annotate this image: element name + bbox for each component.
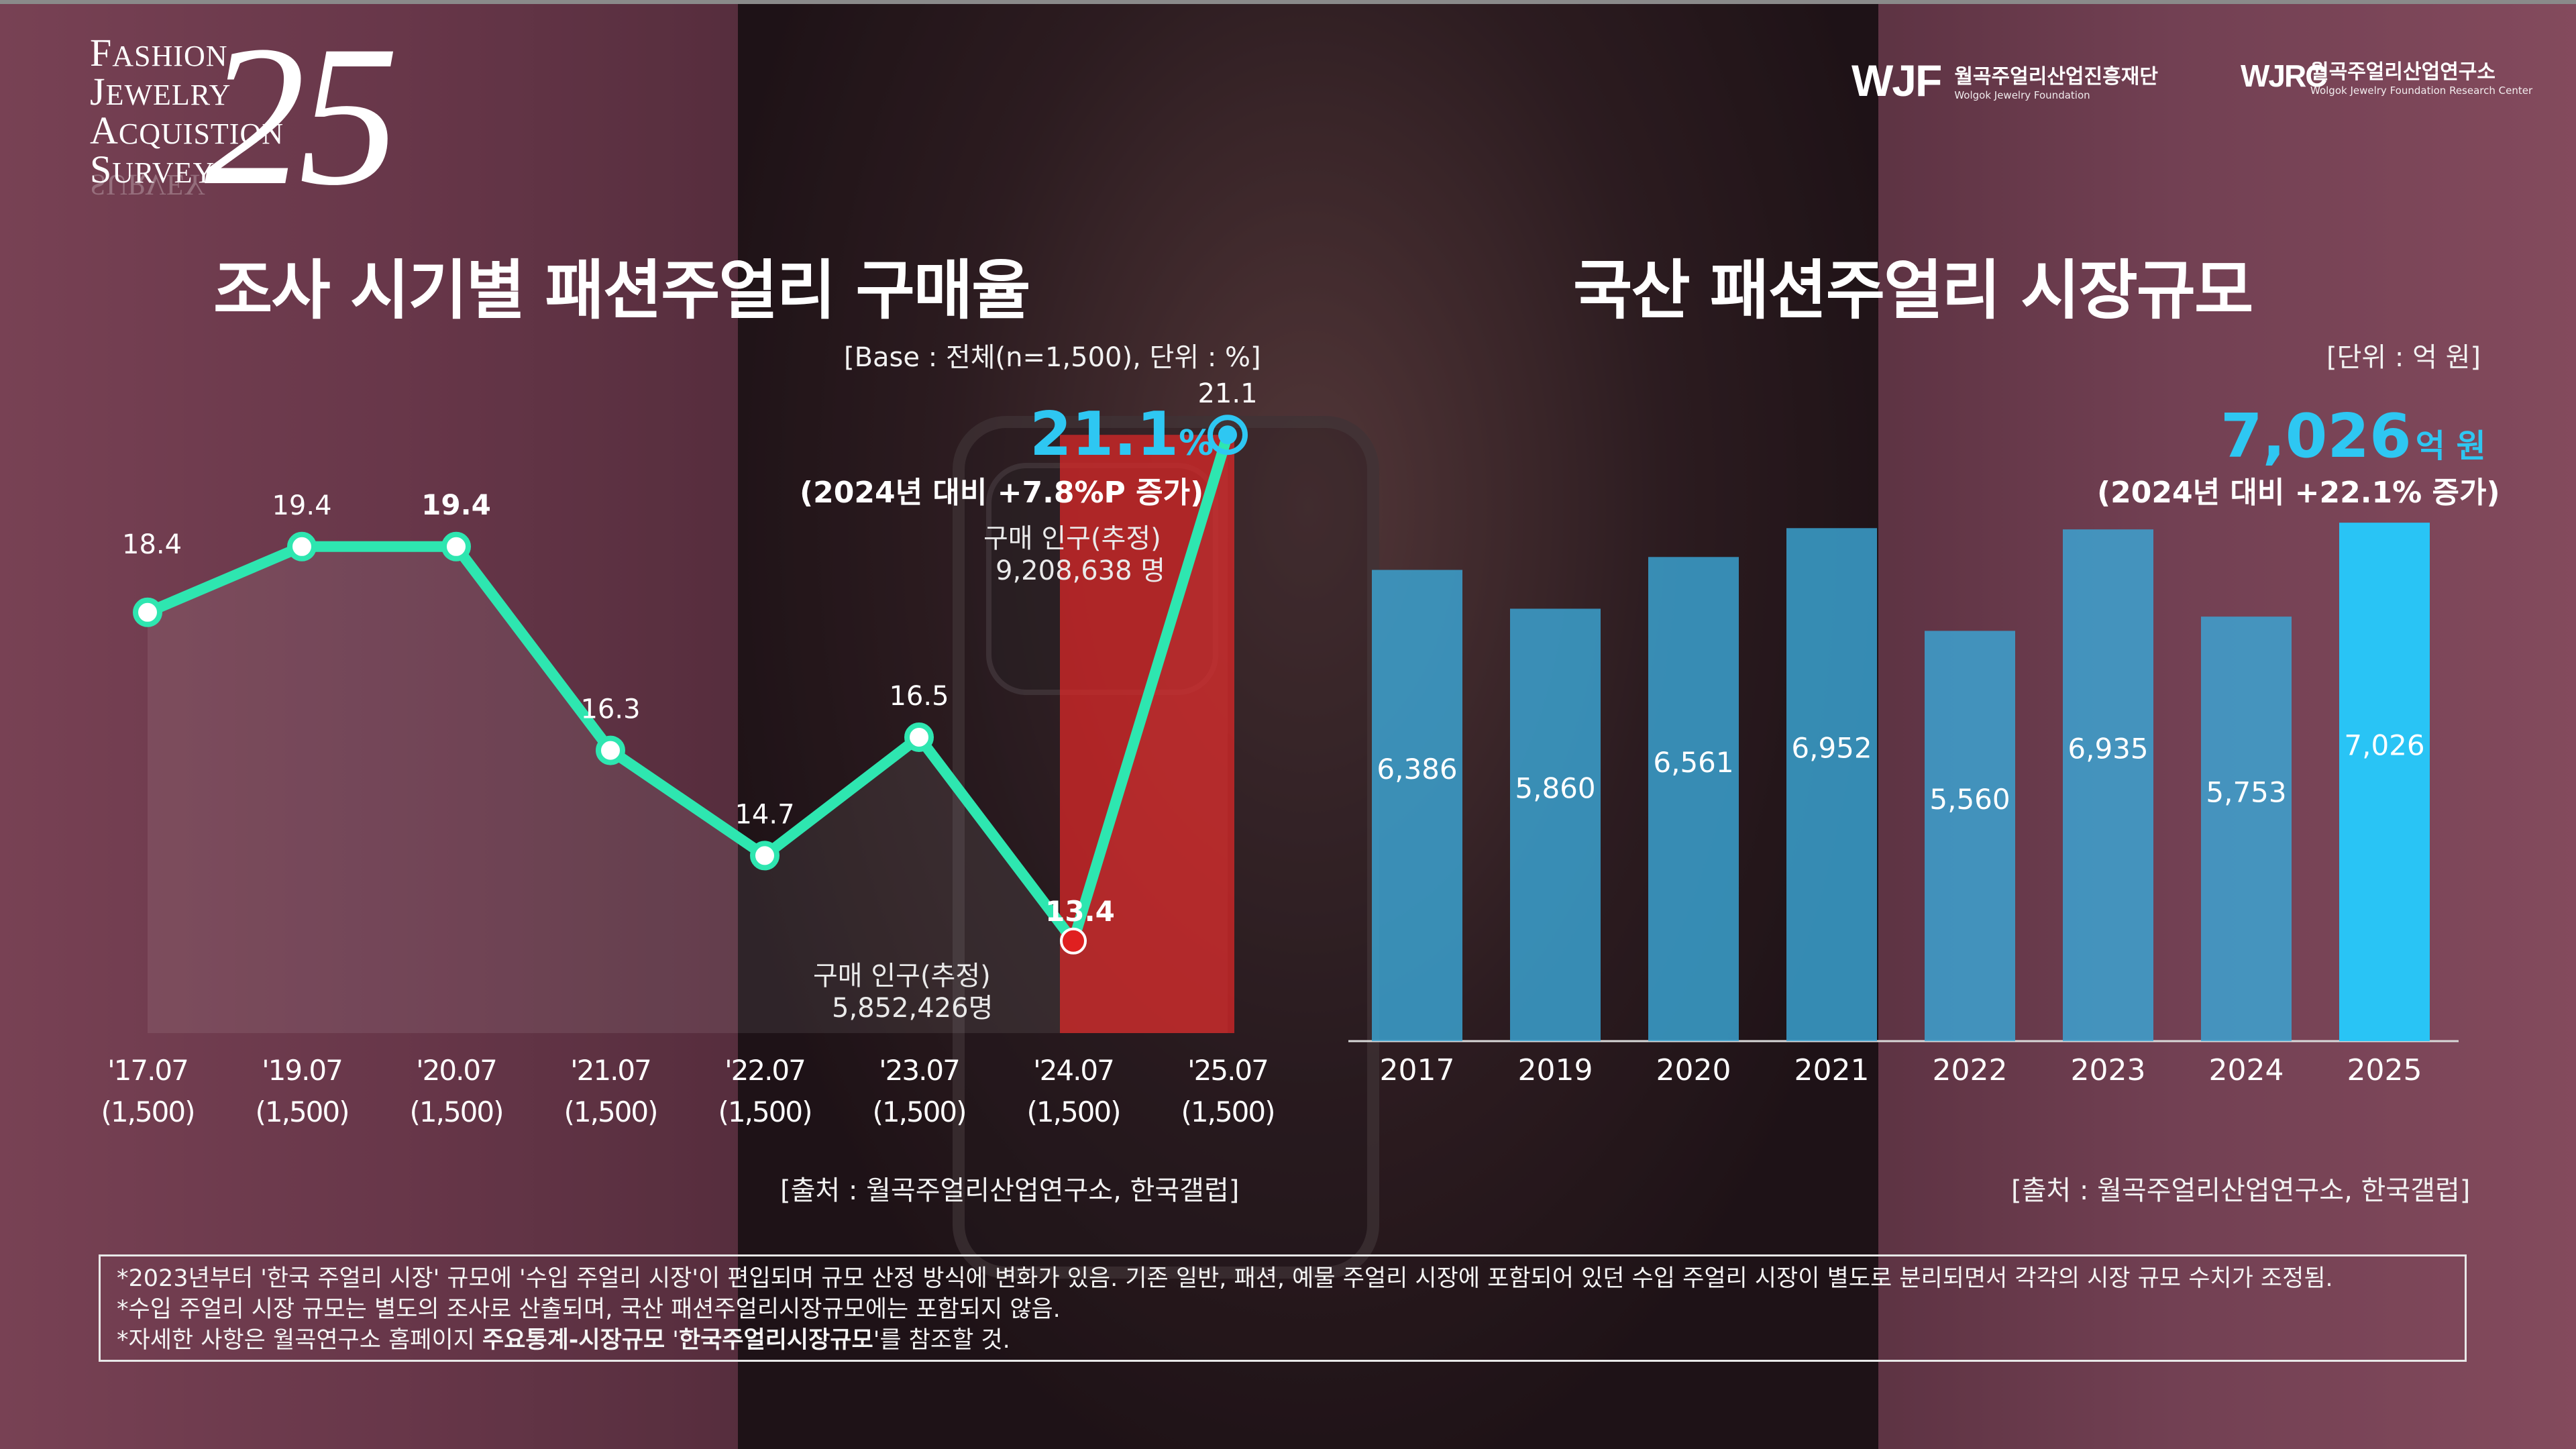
right-source: [출처 : 월곡주얼리산업연구소, 한국갤럽]: [2011, 1175, 2471, 1206]
org-wjrc-name-en: Wolgok Jewelry Foundation Research Cente…: [2310, 85, 2533, 97]
wjf-logo-icon: WJF: [1851, 56, 1942, 105]
x-sublabel-4: (1,500): [718, 1095, 811, 1128]
pop-2024-value: 5,852,426명: [832, 993, 994, 1024]
purchase-rate-line: [142, 429, 1233, 947]
right-highlight: 7,026 억 원: [2220, 401, 2486, 472]
point-3: [596, 735, 625, 765]
bar-value-2021: 6,952: [1791, 732, 1872, 765]
bar-value-2017: 6,386: [1377, 753, 1457, 786]
point-4: [750, 841, 780, 871]
bar-value-2023: 6,935: [2068, 733, 2148, 765]
bar-category-2021: 2021: [1794, 1053, 1870, 1087]
bar-2023: [2063, 529, 2153, 1041]
bar-value-2025: 7,026: [2344, 729, 2424, 762]
point-7: [1218, 425, 1237, 445]
right-highlight-sub: (2024년 대비 +22.1% 증가): [2097, 476, 2500, 510]
org-wjf-name: 월곡주얼리산업진흥재단: [1954, 65, 2158, 89]
bar-category-2023: 2023: [2071, 1053, 2146, 1087]
x-sublabel-3: (1,500): [564, 1095, 657, 1128]
point-0: [133, 597, 162, 627]
x-sublabel-2: (1,500): [409, 1095, 502, 1128]
left-highlight: 21.1%: [1030, 399, 1214, 470]
left-highlight-sub: (2024년 대비 +7.8%P 증가): [800, 476, 1204, 510]
point-5: [904, 722, 934, 752]
point-2: [441, 531, 471, 561]
pop-2025-label: 구매 인구(추정): [983, 523, 1161, 554]
bar-2021: [1786, 528, 1877, 1041]
x-label-3: '21.07: [570, 1054, 651, 1087]
x-label-0: '17.07: [107, 1054, 188, 1087]
data-label-0: 18.4: [122, 529, 182, 560]
footnote-box: *2023년부터 '한국 주얼리 시장' 규모에 '수입 주얼리 시장'이 편입…: [99, 1254, 2467, 1362]
bar-category-2020: 2020: [1656, 1053, 1731, 1087]
right-chart-title: 국산 패션주얼리 시장규모: [1573, 253, 2253, 328]
data-label-4: 14.7: [735, 799, 794, 830]
data-label-1: 19.4: [272, 490, 331, 521]
bar-category-2025: 2025: [2347, 1053, 2422, 1087]
left-source: [출처 : 월곡주얼리산업연구소, 한국갤럽]: [780, 1175, 1240, 1206]
bar-2020: [1648, 557, 1739, 1041]
x-label-2: '20.07: [416, 1054, 496, 1087]
left-chart-title: 조사 시기별 패션주얼리 구매율: [213, 253, 1030, 328]
bar-value-2022: 5,560: [1929, 783, 2010, 816]
bar-2024: [2201, 616, 2292, 1041]
bar-value-2020: 6,561: [1653, 746, 1733, 779]
data-label-6: 13.4: [1045, 895, 1115, 928]
footnote-line-2: *수입 주얼리 시장 규모는 별도의 조사로 산출되며, 국산 패션주얼리시장규…: [117, 1296, 1061, 1323]
bar-category-2019: 2019: [1518, 1053, 1593, 1087]
data-label-7: 21.1: [1197, 378, 1257, 409]
bar-category-2022: 2022: [1933, 1053, 2008, 1087]
data-label-2: 19.4: [421, 488, 491, 521]
left-base-note: [Base : 전체(n=1,500), 단위 : %]: [844, 342, 1261, 373]
org-wjf-name-en: Wolgok Jewelry Foundation: [1954, 89, 2090, 101]
data-label-3: 16.3: [580, 694, 640, 725]
org-wjrc-name: 월곡주얼리산업연구소: [2310, 60, 2496, 84]
org-wjf: WJF 월곡주얼리산업진흥재단 Wolgok Jewelry Foundatio…: [1851, 55, 2158, 106]
point-6: [1060, 927, 1087, 955]
footnote-line-1: *2023년부터 '한국 주얼리 시장' 규모에 '수입 주얼리 시장'이 편입…: [117, 1265, 2333, 1292]
bar-2019: [1510, 608, 1601, 1041]
x-label-6: '24.07: [1033, 1054, 1114, 1087]
right-unit-note: [단위 : 억 원]: [2326, 342, 2481, 373]
bar-category-2024: 2024: [2209, 1053, 2284, 1087]
pop-2024-label: 구매 인구(추정): [813, 961, 991, 991]
bar-2022: [1925, 631, 2015, 1041]
x-label-4: '22.07: [724, 1054, 805, 1087]
survey-logo-number: 25: [205, 4, 399, 227]
point-1: [287, 531, 317, 561]
x-sublabel-1: (1,500): [255, 1095, 348, 1128]
point-ring-7: [1208, 415, 1248, 455]
footnote-line-3: *자세한 사항은 월곡연구소 홈페이지 주요통계-시장규모 '한국주얼리시장규모…: [117, 1327, 1010, 1354]
x-sublabel-5: (1,500): [872, 1095, 965, 1128]
x-label-5: '23.07: [879, 1054, 959, 1087]
survey-logo-words: FASHION JEWELRY ACQUISTION SURVEY: [90, 31, 284, 191]
x-sublabel-0: (1,500): [101, 1095, 194, 1128]
x-label-1: '19.07: [262, 1054, 342, 1087]
bar-2017: [1372, 570, 1462, 1041]
highlight-band: [1060, 435, 1234, 1033]
pop-2025-value: 9,208,638 명: [996, 555, 1166, 586]
x-sublabel-6: (1,500): [1026, 1095, 1120, 1128]
bar-2025: [2339, 523, 2430, 1041]
x-sublabel-7: (1,500): [1181, 1095, 1274, 1128]
x-label-7: '25.07: [1187, 1054, 1268, 1087]
org-wjrc: WJRC 월곡주얼리산업연구소 Wolgok Jewelry Foundatio…: [2241, 55, 2532, 97]
bar-value-2024: 5,753: [2206, 776, 2286, 809]
bar-category-2017: 2017: [1380, 1053, 1455, 1087]
line-area: [148, 435, 1228, 1033]
data-label-5: 16.5: [889, 681, 949, 712]
bar-value-2019: 5,860: [1515, 772, 1595, 805]
